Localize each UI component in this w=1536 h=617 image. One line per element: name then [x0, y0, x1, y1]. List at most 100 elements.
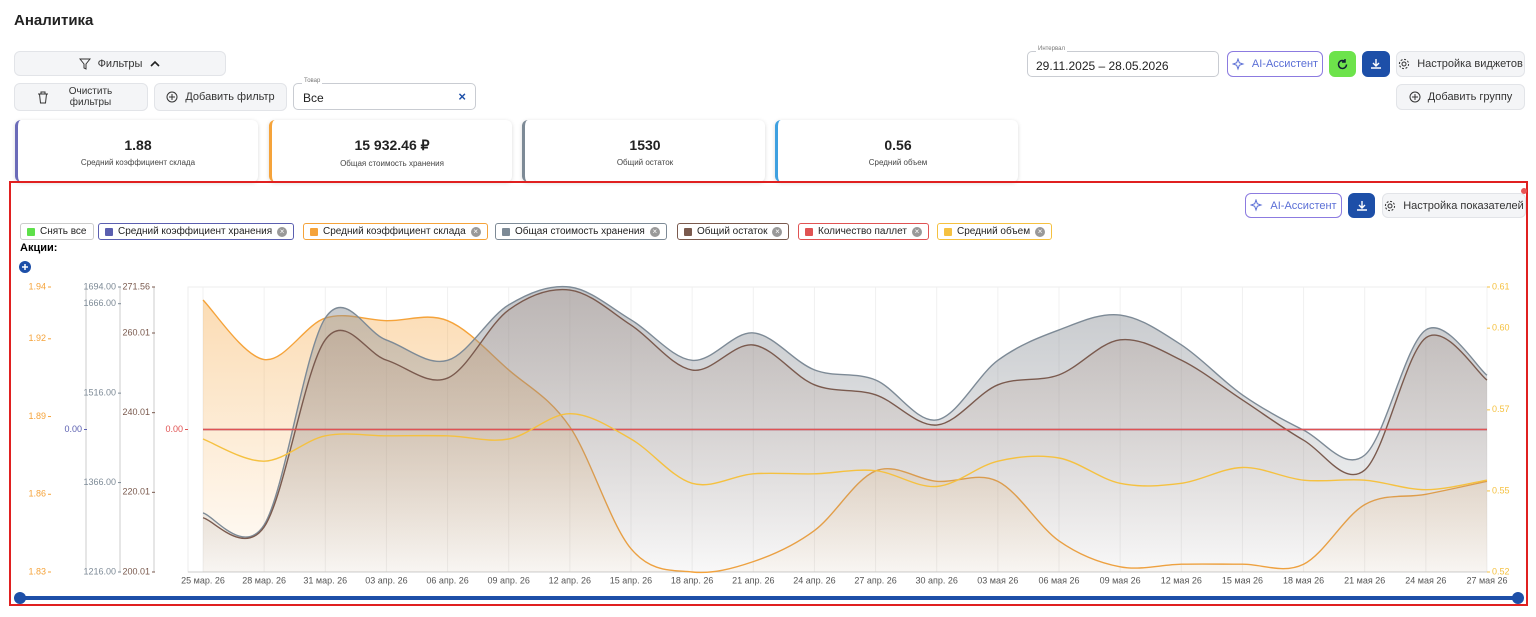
interval-value: 29.11.2025 – 28.05.2026 — [1036, 59, 1169, 73]
add-filter[interactable]: Добавить фильтр — [154, 83, 287, 111]
chart-ai-label: AI-Ассистент — [1270, 199, 1337, 212]
legend-remove[interactable]: × — [649, 226, 660, 237]
y-tick-label: 1.83 — [28, 566, 46, 576]
legend-label: Общая стоимость хранения — [515, 226, 645, 237]
legend-swatch — [310, 227, 318, 236]
download-icon — [1371, 59, 1381, 69]
y-tick-label: 0.00 — [64, 424, 82, 434]
y-tick-label: 0.55 — [1492, 485, 1510, 495]
x-tick-label: 03 апр. 26 — [365, 575, 407, 585]
clear-all-chip[interactable]: Снять все — [20, 223, 94, 240]
legend-swatch — [944, 227, 952, 236]
y-tick-label: 1.89 — [28, 411, 46, 421]
x-tick-label: 06 апр. 26 — [426, 575, 468, 585]
x-tick-label: 21 апр. 26 — [732, 575, 774, 585]
notification-dot — [1521, 188, 1527, 194]
add-group-label: Добавить группу — [1427, 91, 1513, 103]
x-tick-label: 28 мар. 26 — [242, 575, 286, 585]
x-tick-label: 15 апр. 26 — [610, 575, 652, 585]
y-tick-label: 1.94 — [28, 281, 46, 291]
x-tick-label: 27 мая 26 — [1466, 575, 1507, 585]
y-tick-label: 240.01 — [122, 407, 150, 417]
y-tick-label: 1216.00 — [83, 566, 116, 576]
x-tick-label: 18 апр. 26 — [671, 575, 713, 585]
x-tick-label: 25 мар. 26 — [181, 575, 225, 585]
x-tick-label: 03 мая 26 — [977, 575, 1018, 585]
y-tick-label: 1.92 — [28, 333, 46, 343]
clear-filters-label: Очистить фильтры — [68, 86, 113, 108]
filters-toggle[interactable]: Фильтры — [14, 51, 226, 76]
chart-download[interactable] — [1348, 193, 1375, 218]
kpi-card: 15 932.46 ₽ Общая стоимость хранения — [269, 120, 512, 182]
legend-item[interactable]: Общий остаток × — [677, 223, 790, 240]
plus-icon — [166, 91, 178, 103]
add-group[interactable]: Добавить группу — [1396, 84, 1525, 110]
series-line — [202, 285, 1488, 538]
y-tick-label: 0.57 — [1492, 404, 1510, 414]
sparkle-icon — [1231, 57, 1245, 71]
legend-swatch — [502, 227, 510, 236]
filter-icon — [78, 58, 91, 70]
plus-icon — [22, 264, 28, 270]
y-tick-label: 1666.00 — [83, 298, 116, 308]
kpi-label: Общая стоимость хранения — [340, 159, 444, 168]
legend-item[interactable]: Количество паллет × — [798, 223, 929, 240]
x-tick-label: 12 мая 26 — [1161, 575, 1202, 585]
y-tick-label: 0.61 — [1492, 281, 1510, 291]
x-tick-label: 15 мая 26 — [1222, 575, 1263, 585]
product-value: Все — [303, 91, 324, 105]
page-title: Аналитика — [14, 12, 94, 29]
range-handle[interactable] — [14, 592, 26, 604]
y-tick-label: 0.60 — [1492, 323, 1510, 333]
plus-icon — [1409, 91, 1421, 103]
chart-settings-label: Настройка показателей — [1403, 199, 1524, 212]
y-tick-label: 271.56 — [122, 281, 150, 291]
sparkle-icon — [1250, 199, 1263, 212]
y-tick-label: 220.01 — [122, 487, 150, 497]
y-tick-label: 1.86 — [28, 489, 46, 499]
gear-icon — [1399, 58, 1410, 70]
legend-remove[interactable]: × — [772, 226, 783, 237]
x-tick-label: 09 мая 26 — [1100, 575, 1141, 585]
legend-remove[interactable]: × — [277, 226, 288, 237]
selection-outline — [9, 181, 1528, 606]
x-tick-label: 06 мая 26 — [1038, 575, 1079, 585]
clear-icon[interactable]: × — [458, 89, 466, 104]
legend-remove[interactable]: × — [1035, 226, 1046, 237]
widgets-settings[interactable]: Настройка виджетов — [1396, 51, 1525, 77]
download-button[interactable] — [1362, 51, 1390, 77]
kpi-value: 1530 — [629, 137, 661, 153]
legend-item[interactable]: Средний коэффициент склада × — [303, 223, 488, 240]
interval-field[interactable]: Интервал 29.11.2025 – 28.05.2026 — [1027, 46, 1219, 77]
y-tick-label: 200.01 — [122, 566, 150, 576]
x-tick-label: 21 мая 26 — [1344, 575, 1385, 585]
chevron-icon — [150, 60, 160, 67]
x-tick-label: 31 мар. 26 — [303, 575, 347, 585]
legend-item[interactable]: Общая стоимость хранения × — [495, 223, 667, 240]
kpi-value: 15 932.46 ₽ — [354, 137, 430, 153]
chart-settings[interactable]: Настройка показателей — [1382, 193, 1526, 218]
x-tick-label: 30 апр. 26 — [916, 575, 958, 585]
range-handle[interactable] — [1512, 592, 1524, 604]
ai-button[interactable]: AI-Ассистент — [1227, 51, 1323, 77]
clear-filters[interactable]: Очистить фильтры — [14, 83, 148, 111]
x-tick-label: 12 апр. 26 — [549, 575, 591, 585]
legend-label: Средний коэффициент склада — [323, 226, 466, 237]
chart-ai-button[interactable]: AI-Ассистент — [1245, 193, 1342, 218]
kpi-value: 0.56 — [884, 137, 912, 153]
refresh-button[interactable] — [1329, 51, 1356, 77]
filters-label: Фильтры — [97, 57, 143, 70]
ai-label: AI-Ассистент — [1251, 58, 1319, 70]
legend-remove[interactable]: × — [470, 226, 481, 237]
refresh-icon — [1337, 58, 1348, 69]
legend-item[interactable]: Средний коэффициент хранения × — [98, 223, 295, 240]
legend-remove[interactable]: × — [911, 226, 922, 237]
gear-icon — [1385, 200, 1396, 211]
y-tick-label: 260.01 — [122, 327, 150, 337]
legend-item[interactable]: Средний объем × — [937, 223, 1053, 240]
product-field[interactable]: Товар Все × — [293, 78, 476, 110]
series-area — [203, 289, 1487, 572]
legend-label: Средний объем — [957, 226, 1031, 237]
